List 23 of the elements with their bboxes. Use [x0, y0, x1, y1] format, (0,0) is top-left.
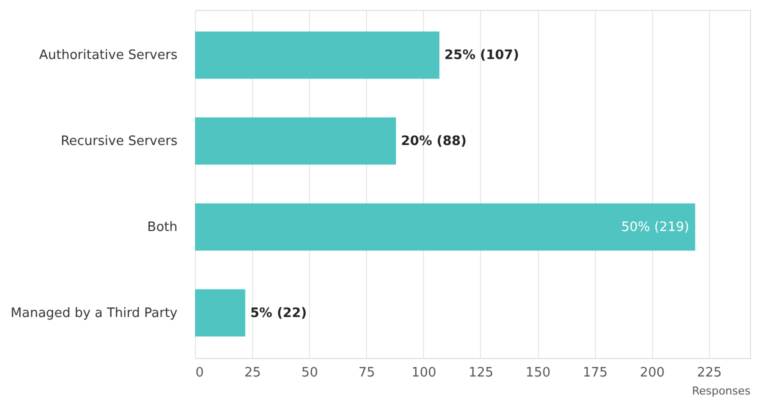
x-tick-label: 200: [640, 366, 665, 380]
data-label: 50% (219): [621, 220, 690, 235]
bar: [195, 203, 696, 251]
data-label: 20% (88): [400, 134, 467, 150]
y-tick-label: Both: [147, 220, 178, 235]
x-tick-label: 50: [301, 366, 318, 380]
x-tick-label: 100: [411, 366, 436, 380]
x-tick-label: 25: [244, 366, 261, 380]
data-label: 5% (22): [250, 306, 307, 321]
x-tick-label: 75: [358, 366, 376, 380]
bar: [195, 117, 396, 165]
x-tick-label: 225: [696, 366, 722, 380]
y-tick-label: Managed by a Third Party: [10, 306, 178, 321]
x-axis-title: Responses: [692, 384, 751, 398]
x-tick-label: 0: [196, 366, 204, 380]
x-tick-label: 150: [526, 366, 551, 380]
x-tick-label: 125: [468, 366, 494, 380]
bar: [195, 289, 246, 337]
y-tick-label: Recursive Servers: [60, 134, 178, 150]
data-label: 25% (107): [444, 48, 520, 64]
x-tick-label: 175: [582, 366, 608, 380]
y-tick-label: Authoritative Servers: [39, 48, 178, 64]
bar: [195, 31, 440, 79]
